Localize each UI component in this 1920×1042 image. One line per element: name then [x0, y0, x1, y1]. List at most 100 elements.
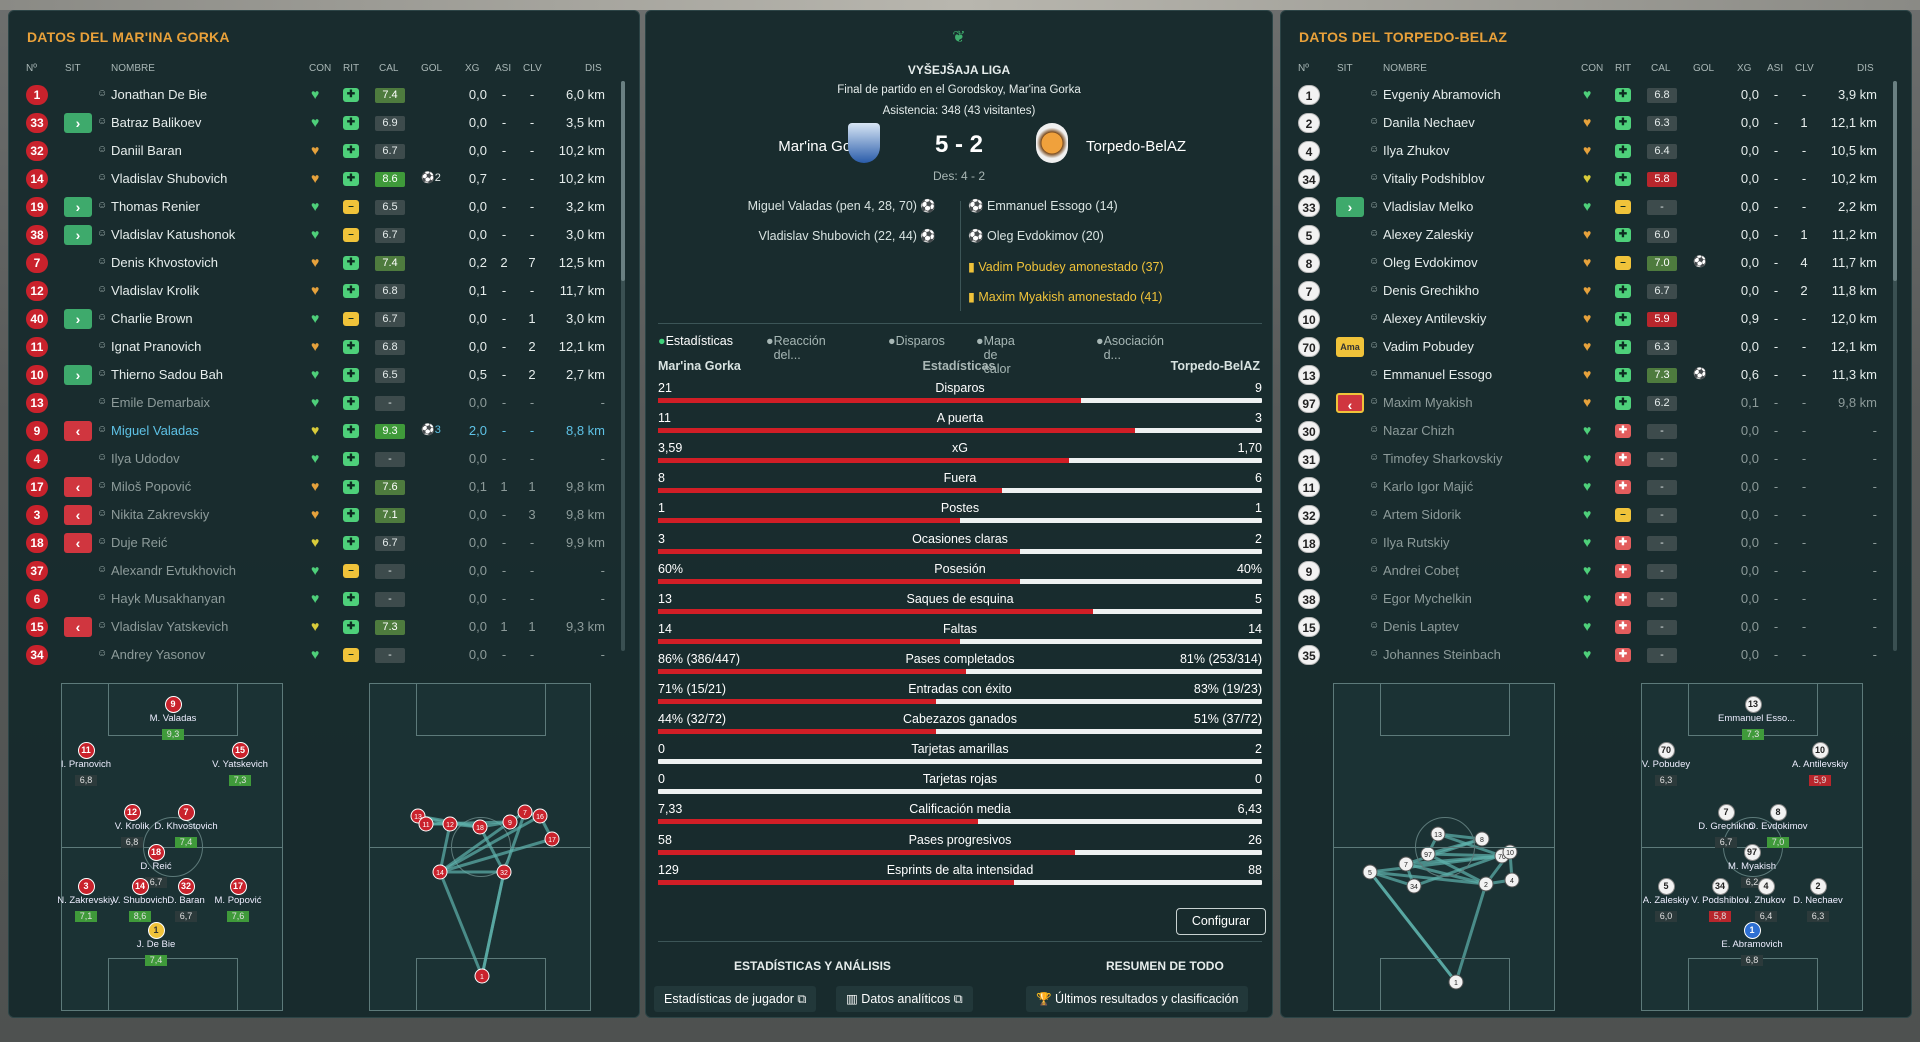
column-header-sit[interactable]: SIT — [1337, 63, 1353, 74]
player-name[interactable]: Vadim Pobudey — [1383, 339, 1474, 354]
table-row[interactable]: 9 ‹ ☺ Miguel Valadas ♥ ✚ 9.3 ⚽3 2,0- -8,8 km — [9, 417, 639, 445]
table-row[interactable]: 34 ☺ Andrey Yasonov ♥ – -0,0- - - — [9, 641, 639, 669]
table-row[interactable]: 1 ☺ Evgeniy Abramovich ♥ ✚ 6.8 0,0- -3,9 km — [1281, 81, 1911, 109]
lineup-player[interactable]: 5 A. Zaleskiy 6,0 — [1631, 876, 1701, 924]
tab-mapa-calor[interactable]: ● Mapa de calor — [976, 334, 1015, 376]
player-name[interactable]: Jonathan De Bie — [111, 87, 208, 102]
player-name[interactable]: Johannes Steinbach — [1383, 647, 1501, 662]
lineup-player[interactable]: 12 V. Krolik 6,8 — [97, 802, 167, 850]
player-name[interactable]: Andrey Yasonov — [111, 647, 206, 662]
player-name[interactable]: Hayk Musakhanyan — [111, 591, 226, 606]
column-header-cal[interactable]: CAL — [1651, 63, 1671, 74]
table-row[interactable]: 7 ☺ Denis Khvostovich ♥ ✚ 7.4 0,2 2 7 12,5 km — [9, 249, 639, 277]
table-row[interactable]: 9 ☺ Andrei Cobeț ♥ ✚ -0,0- - - — [1281, 557, 1911, 585]
table-row[interactable]: 31 ☺ Timofey Sharkovskiy ♥ ✚ -0,0- - - — [1281, 445, 1911, 473]
player-name[interactable]: Alexandr Evtukhovich — [111, 563, 237, 578]
column-header-no[interactable]: Nº — [26, 63, 37, 74]
table-row[interactable]: 4 ☺ Ilya Zhukov ♥ ✚ 6.4 0,0- -10,5 km — [1281, 137, 1911, 165]
column-header-nombre[interactable]: NOMBRE — [1383, 63, 1427, 74]
table-row[interactable]: 13 ☺ Emmanuel Essogo ♥ ✚ 7.3 ⚽ 0,6- -11,3 km — [1281, 361, 1911, 389]
lineup-player[interactable]: 1 E. Abramovich 6,8 — [1717, 920, 1787, 968]
column-header-con[interactable]: CON — [309, 63, 332, 74]
player-name[interactable]: Vitaliy Podshiblov — [1383, 171, 1485, 186]
table-row[interactable]: 33 › ☺ Batraz Balikoev ♥ ✚ 6.9 0,0- -3,5 km — [9, 109, 639, 137]
player-name[interactable]: Vladislav Yatskevich — [111, 619, 229, 634]
table-row[interactable]: 11 ☺ Karlo Igor Majić ♥ ✚ -0,0- - - — [1281, 473, 1911, 501]
table-row[interactable]: 34 ☺ Vitaliy Podshiblov ♥ ✚ 5.8 0,0- -10,2 km — [1281, 165, 1911, 193]
column-header-clv[interactable]: CLV — [1795, 63, 1814, 74]
player-name[interactable]: Vladislav Krolik — [111, 283, 200, 298]
column-header-rit[interactable]: RIT — [343, 63, 360, 74]
lineup-player[interactable]: 4 I. Zhukov 6,4 — [1731, 876, 1801, 924]
scrollbar[interactable] — [621, 81, 625, 651]
lineup-player[interactable]: 7 D. Khvostovich 7,4 — [151, 802, 221, 850]
results-button[interactable]: 🏆 Últimos resultados y clasificación — [1026, 986, 1249, 1012]
table-row[interactable]: 13 ☺ Emile Demarbaix ♥ ✚ -0,0- - - — [9, 389, 639, 417]
table-row[interactable]: 15 ‹ ☺ Vladislav Yatskevich ♥ ✚ 7.3 0,0 1 1 9,3 km — [9, 613, 639, 641]
configure-button[interactable]: Configurar — [1176, 908, 1266, 935]
lineup-player[interactable]: 17 M. Popović 7,6 — [203, 876, 273, 924]
lineup-player[interactable]: 8 O. Evdokimov 7,0 — [1743, 802, 1813, 850]
column-header-rit[interactable]: RIT — [1615, 63, 1632, 74]
table-row[interactable]: 15 ☺ Denis Laptev ♥ ✚ -0,0- - - — [1281, 613, 1911, 641]
lineup-player[interactable]: 14 V. Shubovich 8,6 — [105, 876, 175, 924]
lineup-player[interactable]: 10 A. Antilevskiy 5,9 — [1785, 740, 1855, 788]
table-row[interactable]: 14 ☺ Vladislav Shubovich ♥ ✚ 8.6 ⚽2 0,7- -10,2 k… — [9, 165, 639, 193]
player-name[interactable]: Alexey Antilevskiy — [1383, 311, 1487, 326]
lineup-player[interactable]: 70 V. Pobudey 6,3 — [1631, 740, 1701, 788]
table-row[interactable]: 11 ☺ Ignat Pranovich ♥ ✚ 6.8 0,0- 2 12,1 km — [9, 333, 639, 361]
player-stats-button[interactable]: Estadísticas de jugador ⧉ — [654, 986, 817, 1012]
column-header-sit[interactable]: SIT — [65, 63, 81, 74]
column-header-con[interactable]: CON — [1581, 63, 1604, 74]
column-header-dis[interactable]: DIS — [585, 63, 602, 74]
player-name[interactable]: Karlo Igor Majić — [1383, 479, 1474, 494]
table-row[interactable]: 30 ☺ Nazar Chizh ♥ ✚ -0,0- - - — [1281, 417, 1911, 445]
lineup-player[interactable]: 18 D. Reić 6,7 — [121, 842, 191, 890]
table-row[interactable]: 40 › ☺ Charlie Brown ♥ – 6.7 0,0- 1 3,0 km — [9, 305, 639, 333]
player-name[interactable]: Miguel Valadas — [111, 423, 199, 438]
table-row[interactable]: 10 ☺ Alexey Antilevskiy ♥ ✚ 5.9 0,9- -12,0 km — [1281, 305, 1911, 333]
table-row[interactable]: 8 ☺ Oleg Evdokimov ♥ – 7.0 ⚽ 0,0- 4 11,7 km — [1281, 249, 1911, 277]
player-name[interactable]: Egor Mychelkin — [1383, 591, 1472, 606]
lineup-player[interactable]: 32 D. Baran 6,7 — [151, 876, 221, 924]
player-name[interactable]: Duje Reić — [111, 535, 168, 550]
lineup-player[interactable]: 2 D. Nechaev 6,3 — [1783, 876, 1853, 924]
player-name[interactable]: Andrei Cobeț — [1383, 563, 1459, 578]
player-name[interactable]: Denis Laptev — [1383, 619, 1459, 634]
table-row[interactable]: 12 ☺ Vladislav Krolik ♥ ✚ 6.8 0,1- -11,7 km — [9, 277, 639, 305]
lineup-player[interactable]: 7 D. Grechikho 6,7 — [1691, 802, 1761, 850]
table-row[interactable]: 5 ☺ Alexey Zaleskiy ♥ ✚ 6.0 0,0- 1 11,2 km — [1281, 221, 1911, 249]
lineup-player[interactable]: 1 J. De Bie 7,4 — [121, 920, 191, 968]
player-name[interactable]: Vladislav Katushonok — [111, 227, 236, 242]
table-row[interactable]: 35 ☺ Johannes Steinbach ♥ ✚ -0,0- - - — [1281, 641, 1911, 669]
player-name[interactable]: Denis Khvostovich — [111, 255, 218, 270]
table-row[interactable]: 6 ☺ Hayk Musakhanyan ♥ ✚ -0,0- - - — [9, 585, 639, 613]
column-header-nombre[interactable]: NOMBRE — [111, 63, 155, 74]
player-name[interactable]: Charlie Brown — [111, 311, 193, 326]
tab-reaccion[interactable]: ● Reacción del... — [766, 334, 826, 362]
player-name[interactable]: Vladislav Melko — [1383, 199, 1474, 214]
column-header-cal[interactable]: CAL — [379, 63, 399, 74]
player-name[interactable]: Thierno Sadou Bah — [111, 367, 224, 382]
player-name[interactable]: Maxim Myakish — [1383, 395, 1473, 410]
table-row[interactable]: 32 ☺ Artem Sidorik ♥ – -0,0- - - — [1281, 501, 1911, 529]
player-name[interactable]: Emmanuel Essogo — [1383, 367, 1493, 382]
table-row[interactable]: 2 ☺ Danila Nechaev ♥ ✚ 6.3 0,0- 1 12,1 km — [1281, 109, 1911, 137]
table-row[interactable]: 10 › ☺ Thierno Sadou Bah ♥ ✚ 6.5 0,5- 2 2,7 km — [9, 361, 639, 389]
column-header-gol[interactable]: GOL — [1693, 63, 1715, 74]
player-name[interactable]: Ilya Udodov — [111, 451, 180, 466]
table-row[interactable]: 7 ☺ Denis Grechikho ♥ ✚ 6.7 0,0- 2 11,8 km — [1281, 277, 1911, 305]
player-name[interactable]: Denis Grechikho — [1383, 283, 1480, 298]
column-header-dis[interactable]: DIS — [1857, 63, 1874, 74]
player-name[interactable]: Thomas Renier — [111, 199, 200, 214]
table-row[interactable]: 3 ‹ ☺ Nikita Zakrevskiy ♥ ✚ 7.1 0,0- 3 9,8 km — [9, 501, 639, 529]
table-row[interactable]: 97 ‹ ☺ Maxim Myakish ♥ ✚ 6.2 0,1- -9,8 km — [1281, 389, 1911, 417]
player-name[interactable]: Evgeniy Abramovich — [1383, 87, 1501, 102]
table-row[interactable]: 18 ☺ Ilya Rutskiy ♥ ✚ -0,0- - - — [1281, 529, 1911, 557]
column-header-asi[interactable]: ASI — [1767, 63, 1784, 74]
tab-estadisticas[interactable]: ● Estadísticas — [658, 334, 733, 348]
table-row[interactable]: 17 ‹ ☺ Miloš Popović ♥ ✚ 7.6 0,1 1 1 9,8 km — [9, 473, 639, 501]
player-name[interactable]: Batraz Balikoev — [111, 115, 202, 130]
player-name[interactable]: Danila Nechaev — [1383, 115, 1475, 130]
table-row[interactable]: 38 ☺ Egor Mychelkin ♥ ✚ -0,0- - - — [1281, 585, 1911, 613]
